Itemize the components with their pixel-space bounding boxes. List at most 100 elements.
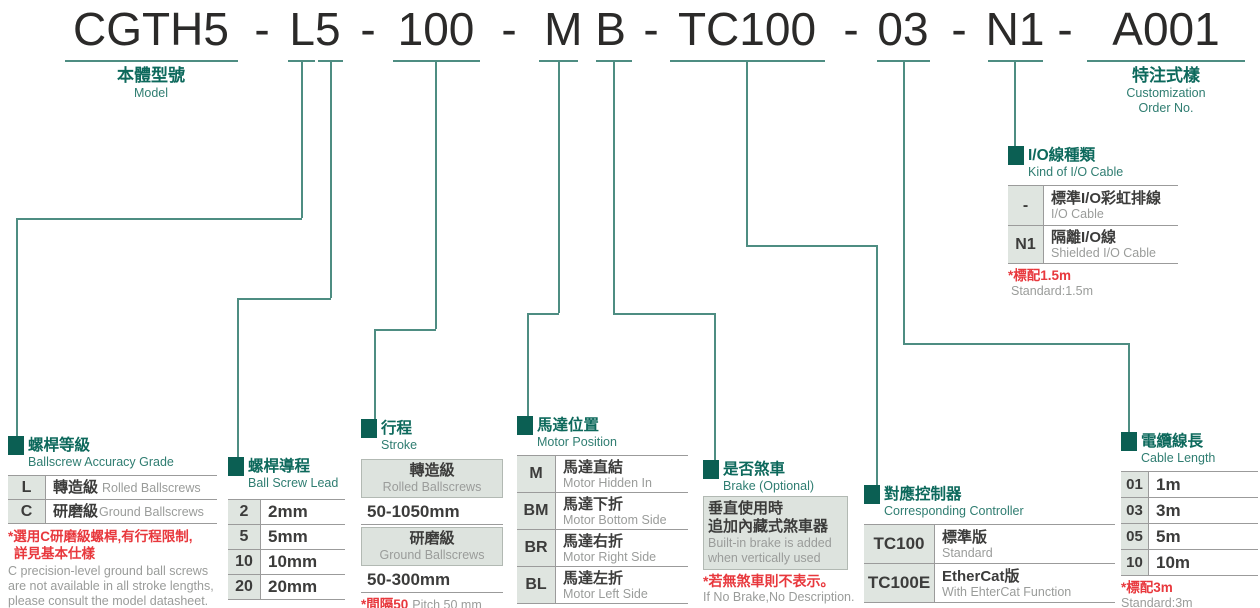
table-row: 03 3m — [1121, 498, 1258, 524]
underline-controller — [670, 60, 825, 62]
group-en: Rolled Ballscrews — [382, 480, 482, 494]
code-cell: 2 — [228, 500, 261, 524]
connector-line — [714, 313, 716, 463]
note-red: 詳見基本仕樣 — [14, 546, 95, 561]
customization-label: 特注式樣 Customization Order No. — [1119, 66, 1213, 116]
note-gray: If No Brake,No Description. — [703, 590, 855, 604]
desc-cell: 20mm — [261, 575, 317, 599]
code-segment-cable: 03 — [877, 3, 929, 55]
section-title-zh: 是否煞車 — [723, 461, 786, 478]
group-en: Ground Ballscrews — [379, 548, 485, 562]
code-cell: 5 — [228, 525, 261, 549]
desc-cell: 研磨級 Ground Ballscrews — [46, 500, 204, 523]
connector-line — [527, 313, 529, 419]
connector-line — [1128, 343, 1130, 435]
desc-cell: 隔離I/O線 Shielded I/O Cable — [1044, 226, 1156, 263]
desc-cell: EtherCat版 With EhterCat Function — [935, 564, 1071, 602]
desc-en: Standard — [942, 545, 993, 560]
model-label: 本體型號 Model — [117, 66, 185, 101]
desc-cell: 標準版 Standard — [935, 525, 993, 563]
connector-line — [16, 218, 302, 220]
section-bullet-icon — [8, 436, 24, 455]
desc-en: Rolled Ballscrews — [102, 481, 201, 495]
desc-cell: 5mm — [261, 525, 308, 549]
stroke-group-rolled: 轉造級 Rolled Ballscrews — [361, 459, 503, 498]
section-accuracy-header: 螺桿等級 — [8, 436, 217, 455]
section-accuracy: 螺桿等級 Ballscrew Accuracy Grade L 轉造級 Rolle… — [8, 436, 217, 608]
lead-table: 2 2mm 5 5mm 10 10mm 20 20mm — [228, 499, 345, 600]
desc-cell: 10mm — [261, 550, 317, 574]
stroke-range-rolled: 50-1050mm — [361, 498, 503, 525]
note-gray: Standard:3m — [1121, 596, 1193, 608]
code-cell: TC100 — [864, 525, 935, 563]
motor-table: M 馬達直結 Motor Hidden In BM 馬達下折 Motor Bot… — [517, 455, 688, 604]
section-brake: 是否煞車 Brake (Optional) 垂直使用時 追加內藏式煞車器 Bui… — [703, 460, 855, 605]
code-separator: - — [843, 3, 859, 55]
code-cell: 20 — [228, 575, 261, 599]
code-cell: C — [8, 500, 46, 523]
code-separator: - — [1057, 3, 1073, 55]
table-row: BM 馬達下折 Motor Bottom Side — [517, 493, 688, 530]
code-cell: BR — [517, 530, 556, 566]
desc-value: 1m — [1156, 474, 1181, 494]
section-title-en: Ballscrew Accuracy Grade — [28, 455, 174, 469]
table-row: BR 馬達右折 Motor Right Side — [517, 530, 688, 567]
code-separator: - — [643, 3, 659, 55]
section-motor-header: 馬達位置 — [517, 416, 688, 435]
code-segment-accuracy-lead: L5 — [289, 3, 341, 55]
section-title-zh: 馬達位置 — [537, 417, 600, 434]
code-segment-io: N1 — [985, 3, 1045, 55]
desc-cell: 1m — [1149, 472, 1181, 497]
section-bullet-icon — [361, 419, 377, 438]
desc-value: 10mm — [268, 552, 318, 571]
table-row: M 馬達直結 Motor Hidden In — [517, 456, 688, 493]
underline-custom — [1087, 60, 1245, 62]
section-bullet-icon — [1121, 432, 1137, 451]
desc-zh: EtherCat版 — [942, 567, 1020, 585]
io-table: - 標準I/O彩虹排線 I/O Cable N1 隔離I/O線 Shielded… — [1008, 185, 1178, 264]
table-row: 20 20mm — [228, 575, 345, 600]
section-bullet-icon — [1008, 146, 1024, 165]
table-row: 5 5mm — [228, 525, 345, 550]
desc-cell: 轉造級 Rolled Ballscrews — [46, 476, 201, 499]
code-segment-stroke: 100 — [397, 3, 475, 55]
desc-cell: 馬達直結 Motor Hidden In — [556, 456, 652, 492]
note-gray: Standard:1.5m — [1011, 284, 1093, 298]
desc-en: With EhterCat Function — [942, 584, 1072, 599]
section-title-zh: 行程 — [381, 420, 413, 437]
code-cell: L — [8, 476, 46, 499]
section-bullet-icon — [517, 416, 533, 435]
note-gray: please consult the model datasheet. — [8, 594, 209, 608]
desc-zh: 馬達直結 — [563, 458, 624, 476]
group-zh: 研磨級 — [409, 530, 455, 547]
note-gray: C precision-level ground ball screws — [8, 564, 209, 578]
section-brake-header: 是否煞車 — [703, 460, 848, 479]
controller-table: TC100 標準版 Standard TC100E EtherCat版 With… — [864, 524, 1115, 603]
connector-line — [374, 329, 376, 422]
note-red: *標配1.5m — [1008, 268, 1072, 283]
section-title-en: Motor Position — [537, 435, 617, 449]
code-separator: - — [501, 3, 517, 55]
connector-line — [903, 60, 905, 343]
note-gray: Pitch 50 mm — [412, 598, 482, 608]
desc-value: 3m — [1156, 500, 1181, 520]
desc-cell: 2mm — [261, 500, 308, 524]
brake-info-box: 垂直使用時 追加內藏式煞車器 Built-in brake is added w… — [703, 496, 848, 570]
model-label-en: Model — [133, 86, 169, 100]
note-red: *間隔50 — [361, 597, 409, 608]
section-title-en: Corresponding Controller — [884, 504, 1024, 518]
code-cell: BL — [517, 567, 556, 603]
section-lead: 螺桿導程 Ball Screw Lead 2 2mm 5 5mm 10 10mm… — [228, 457, 345, 600]
connector-line — [330, 60, 332, 298]
section-cable-header: 電纜線長 — [1121, 432, 1258, 451]
code-cell: 01 — [1121, 472, 1149, 497]
connector-line — [876, 245, 878, 488]
code-separator: - — [951, 3, 967, 55]
desc-cell: 標準I/O彩虹排線 I/O Cable — [1044, 186, 1161, 225]
section-bullet-icon — [864, 485, 880, 504]
desc-en: Ground Ballscrews — [99, 505, 204, 519]
connector-line — [558, 60, 560, 313]
table-row: 01 1m — [1121, 472, 1258, 498]
code-segment-motor-brake: M B — [544, 3, 626, 55]
